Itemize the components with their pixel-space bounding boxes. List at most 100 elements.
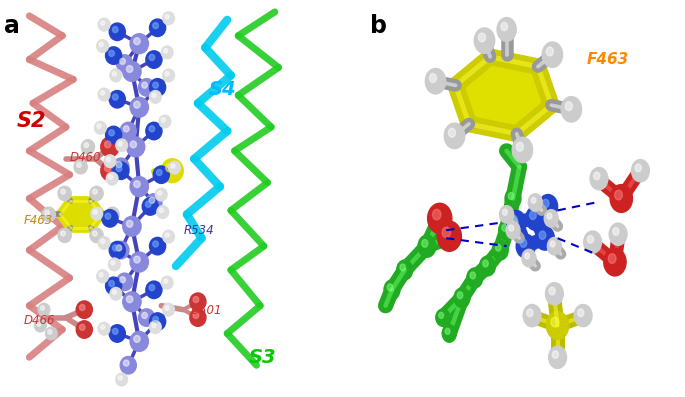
Circle shape (153, 82, 158, 88)
Circle shape (102, 210, 118, 227)
Circle shape (98, 237, 110, 249)
Circle shape (505, 189, 521, 208)
Circle shape (577, 309, 584, 317)
Circle shape (449, 128, 456, 137)
Circle shape (105, 213, 111, 219)
Circle shape (45, 210, 49, 215)
Circle shape (58, 228, 71, 243)
Circle shape (120, 357, 136, 374)
Circle shape (112, 94, 118, 100)
Circle shape (109, 23, 125, 40)
Circle shape (432, 209, 441, 220)
Circle shape (479, 256, 495, 276)
Circle shape (159, 208, 163, 213)
Circle shape (499, 220, 514, 240)
Circle shape (123, 360, 129, 366)
Circle shape (547, 237, 562, 255)
Circle shape (113, 241, 129, 259)
Circle shape (614, 190, 623, 200)
Circle shape (38, 303, 50, 316)
Circle shape (190, 309, 206, 326)
Circle shape (112, 27, 118, 33)
Circle shape (539, 231, 546, 239)
Circle shape (34, 319, 46, 332)
Circle shape (161, 46, 173, 59)
Circle shape (478, 33, 486, 42)
Circle shape (142, 312, 147, 318)
Circle shape (574, 304, 592, 327)
Circle shape (112, 328, 118, 334)
Circle shape (76, 301, 92, 318)
Circle shape (163, 69, 175, 82)
Circle shape (134, 38, 140, 45)
Circle shape (497, 17, 516, 41)
Circle shape (101, 91, 105, 95)
Text: S3: S3 (249, 348, 277, 367)
Circle shape (134, 101, 140, 108)
Circle shape (106, 172, 118, 185)
Text: D501: D501 (190, 304, 222, 317)
Circle shape (454, 288, 470, 308)
Text: F463: F463 (586, 52, 629, 67)
Polygon shape (60, 201, 101, 227)
Circle shape (130, 252, 149, 272)
Circle shape (522, 249, 536, 267)
Circle shape (155, 188, 167, 201)
Circle shape (146, 194, 162, 211)
Circle shape (101, 239, 105, 244)
Circle shape (109, 175, 113, 179)
Circle shape (466, 268, 483, 288)
Circle shape (165, 71, 169, 76)
Circle shape (510, 215, 517, 224)
Circle shape (438, 312, 444, 318)
Circle shape (520, 239, 527, 247)
Circle shape (92, 231, 97, 236)
Circle shape (108, 258, 120, 271)
Circle shape (149, 79, 166, 96)
Circle shape (443, 325, 456, 342)
Circle shape (116, 162, 122, 168)
Circle shape (397, 260, 412, 280)
Circle shape (565, 102, 573, 111)
Circle shape (104, 165, 111, 172)
Circle shape (543, 42, 562, 67)
Circle shape (547, 213, 552, 219)
Circle shape (98, 322, 110, 335)
Text: a: a (4, 14, 21, 38)
Circle shape (146, 122, 162, 140)
Circle shape (516, 234, 535, 258)
Circle shape (97, 270, 108, 283)
Circle shape (123, 126, 129, 132)
Circle shape (535, 226, 554, 250)
Circle shape (470, 272, 475, 279)
Circle shape (61, 231, 65, 236)
Circle shape (127, 296, 133, 303)
Circle shape (162, 118, 166, 122)
Circle shape (506, 222, 520, 239)
Circle shape (112, 290, 116, 295)
Circle shape (159, 115, 171, 128)
Circle shape (138, 309, 155, 326)
Circle shape (130, 331, 149, 351)
Circle shape (531, 197, 536, 203)
Circle shape (99, 42, 103, 47)
Circle shape (149, 285, 155, 291)
Circle shape (550, 241, 555, 247)
Circle shape (82, 140, 95, 154)
Circle shape (163, 12, 175, 25)
Circle shape (422, 239, 428, 247)
Circle shape (79, 304, 85, 310)
Circle shape (79, 324, 85, 330)
Circle shape (165, 14, 169, 19)
Circle shape (163, 230, 175, 243)
Circle shape (523, 304, 541, 327)
Circle shape (587, 235, 593, 243)
Circle shape (149, 126, 155, 132)
Circle shape (101, 325, 105, 330)
Circle shape (516, 142, 523, 151)
Circle shape (106, 157, 110, 162)
Circle shape (116, 139, 127, 152)
Circle shape (603, 248, 626, 276)
Circle shape (164, 279, 168, 283)
Text: F463: F463 (24, 214, 53, 227)
